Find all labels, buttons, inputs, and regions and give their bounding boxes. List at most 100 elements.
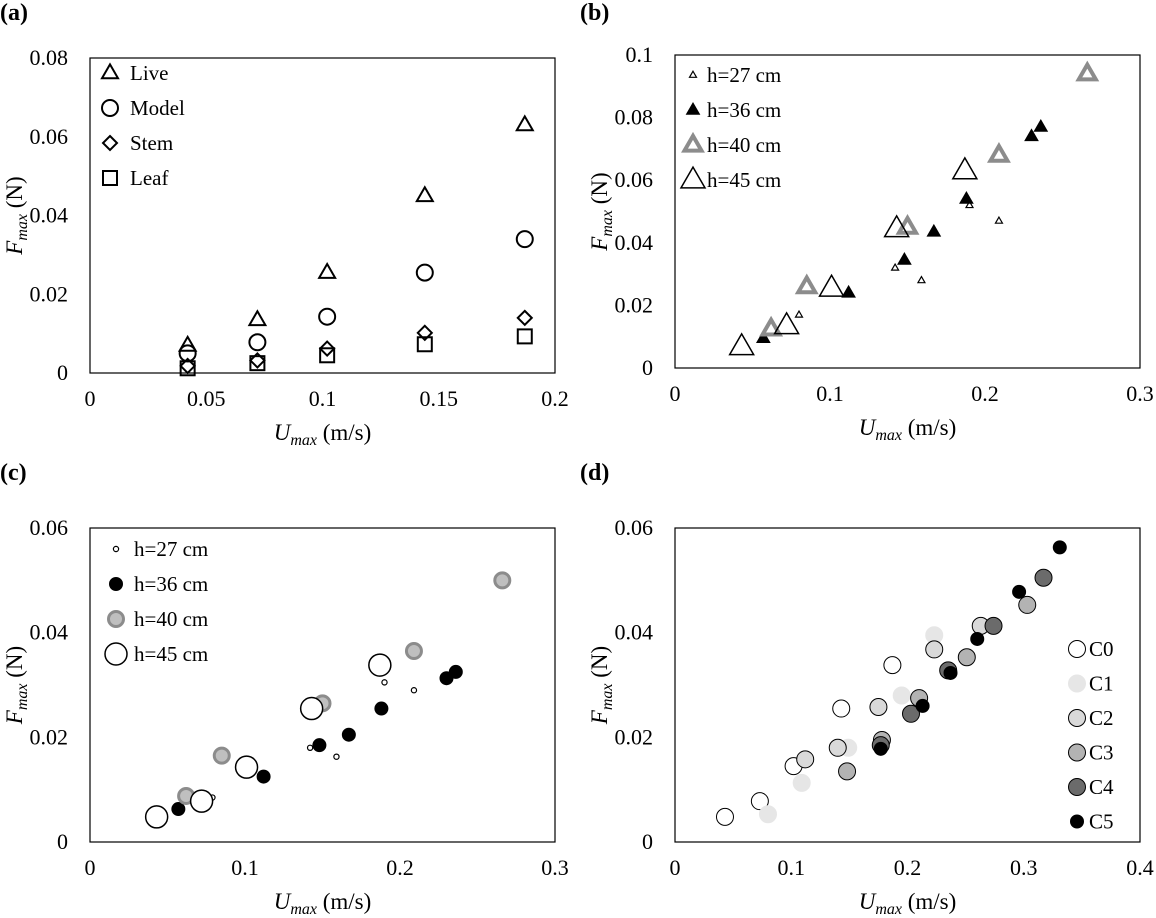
data-point (951, 156, 979, 180)
data-point (318, 340, 336, 358)
legend-label: h=27 cm (707, 63, 781, 87)
data-point (715, 807, 734, 826)
data-point (416, 336, 433, 353)
y-tick-label: 0.02 (30, 281, 69, 306)
y-tick-label: 0.02 (615, 724, 654, 749)
legend: Live Model Stem Leaf (100, 61, 185, 190)
x-tick-label: 0.1 (231, 855, 259, 880)
legend-marker (1068, 778, 1086, 796)
legend-marker (102, 170, 118, 186)
data-point (515, 230, 534, 249)
y-tick-label: 0 (642, 355, 653, 380)
data-point (1034, 568, 1053, 587)
plot-frame (89, 57, 556, 374)
data-point (317, 262, 337, 279)
data-point (1018, 595, 1037, 614)
legend-label: C4 (1089, 775, 1114, 799)
data-point (1075, 60, 1100, 82)
data-point (144, 805, 169, 829)
y-axis-label: Fmax (N) (587, 172, 616, 251)
data-point (248, 333, 267, 352)
data-point (957, 648, 976, 667)
x-axis-label: Umax (m/s) (274, 420, 372, 449)
legend-label: h=36 cm (707, 98, 781, 122)
x-axis-label: Umax (m/s) (859, 415, 957, 444)
data-point (416, 324, 434, 342)
x-axis-label: Umax (m/s) (274, 889, 372, 918)
legend-marker (679, 165, 707, 189)
x-tick-label: 0.3 (1010, 855, 1038, 880)
data-point (179, 357, 197, 375)
legend-label: C1 (1089, 672, 1114, 696)
legend-label: Leaf (130, 166, 168, 190)
data-point (794, 273, 819, 295)
data-point (516, 309, 534, 327)
plot-frame (89, 527, 556, 843)
legend-marker (688, 70, 698, 78)
data-point (792, 773, 811, 792)
data-point (986, 142, 1011, 163)
legend-label: h=45 cm (134, 642, 208, 666)
legend-marker (101, 99, 119, 117)
data-point (333, 753, 340, 760)
data-point (892, 686, 911, 705)
data-point (341, 727, 356, 742)
data-point (964, 200, 975, 209)
data-point (415, 185, 435, 203)
legend-label: h=40 cm (707, 133, 781, 157)
y-axis-label: Fmax (N) (587, 646, 616, 725)
data-point (794, 309, 804, 318)
data-point (818, 273, 845, 297)
y-tick-label: 0 (57, 360, 68, 385)
data-point (959, 191, 974, 204)
x-tick-label: 0.4 (1126, 855, 1154, 880)
data-point (890, 262, 900, 271)
data-point (381, 679, 388, 686)
legend-label: C3 (1089, 741, 1114, 765)
x-tick-label: 0.1 (778, 855, 806, 880)
data-points (177, 114, 535, 377)
legend-marker (1068, 743, 1086, 762)
data-point (994, 215, 1004, 224)
legend-marker (685, 102, 701, 115)
data-point (828, 738, 847, 757)
data-point (970, 631, 985, 646)
x-axis-label: Umax (m/s) (859, 889, 957, 918)
panel-label: (b) (580, 0, 609, 26)
legend: C0 C1 C2 C3 C4 C5 (1068, 637, 1114, 834)
x-tick-label: 0.3 (541, 855, 569, 880)
y-tick-label: 0.08 (30, 45, 69, 70)
data-point (1052, 540, 1067, 555)
legend-marker (1068, 674, 1086, 693)
data-point (189, 789, 214, 813)
legend-label: h=40 cm (134, 607, 208, 631)
data-point (256, 769, 271, 784)
y-tick-label: 0.04 (30, 203, 69, 228)
data-point (177, 334, 198, 352)
panel-c-chart: (c) 0 0.1 0.2 0.3 0 0.02 0.04 0.06 Umax (m/s) Fmax… (0, 460, 569, 918)
data-point (247, 309, 268, 327)
legend-label: Live (130, 61, 168, 85)
panel-a-chart: (a) 0 0.05 0.1 0.15 0.2 0 0.02 0.04 0.06 0.08 Umax … (0, 0, 569, 449)
x-tick-label: 0.2 (894, 855, 922, 880)
data-point (897, 252, 912, 265)
data-point (415, 263, 434, 282)
data-point (1033, 119, 1049, 132)
y-tick-label: 0 (57, 829, 68, 854)
data-point (916, 275, 926, 284)
data-point (1024, 128, 1039, 142)
x-tick-label: 0.1 (816, 381, 844, 406)
data-point (755, 330, 771, 344)
data-point (306, 744, 314, 751)
y-tick-label: 0.04 (615, 230, 654, 255)
y-tick-label: 0.04 (30, 620, 69, 645)
legend: h=27 cm h=36 cm h=40 cm h=45 cm (679, 63, 781, 192)
data-point (915, 698, 930, 713)
x-tick-label: 0.05 (187, 386, 226, 411)
data-point (212, 746, 231, 765)
data-point (926, 223, 942, 237)
panel-label: (c) (0, 460, 27, 486)
x-tick-label: 0 (85, 855, 96, 880)
data-points (144, 571, 512, 829)
data-point (248, 351, 266, 369)
